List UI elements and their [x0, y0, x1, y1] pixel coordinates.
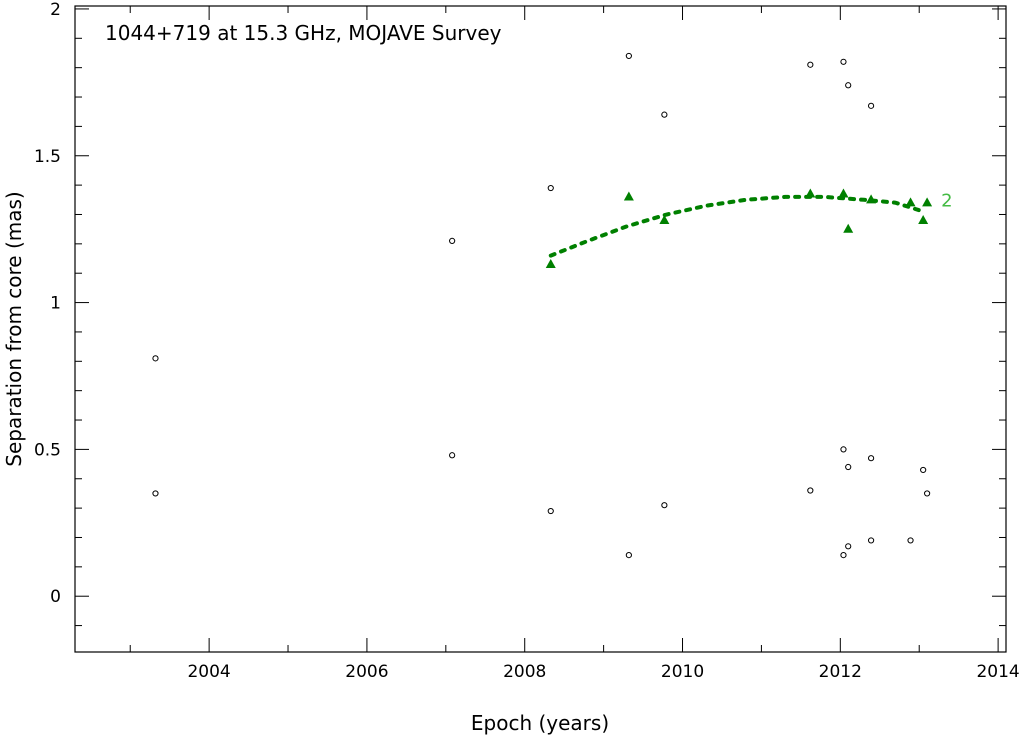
y-tick-label: 1 [50, 294, 61, 314]
component-point [866, 194, 877, 204]
data-point [152, 355, 159, 362]
x-tick-label: 2006 [345, 662, 388, 682]
x-tick-label: 2008 [503, 662, 546, 682]
component-point [838, 188, 849, 198]
data-point [449, 452, 456, 459]
data-point [867, 455, 875, 462]
plot-frame [74, 5, 1007, 653]
x-tick-label: 2010 [661, 662, 704, 682]
data-point [845, 82, 852, 89]
component-point [623, 191, 634, 201]
y-tick-label: 1.5 [34, 147, 61, 167]
y-tick-label: 0 [50, 587, 61, 607]
data-point [625, 52, 632, 60]
data-point [840, 58, 847, 65]
fit-line [548, 194, 926, 258]
y-tick-label: 0.5 [34, 440, 61, 460]
data-point [807, 61, 814, 68]
data-point [920, 466, 927, 474]
data-point [867, 102, 875, 109]
data-point [547, 184, 554, 192]
component-point [922, 197, 933, 207]
component-point [905, 197, 916, 207]
series-label: 2 [941, 191, 952, 212]
x-axis-label: Epoch (years) [471, 711, 609, 735]
data-point [661, 502, 668, 509]
fit-lines [548, 194, 926, 258]
data-point [924, 490, 931, 497]
x-tick-label: 2014 [976, 662, 1019, 682]
axis-ticks [75, 6, 1006, 652]
data-point [661, 111, 668, 118]
component-point [843, 223, 854, 233]
x-tick-label: 2012 [819, 662, 862, 682]
y-tick-label: 2 [50, 0, 61, 20]
y-axis-label: Separation from core (mas) [2, 191, 26, 466]
data-point [807, 487, 814, 494]
tick-labels: 2004 2006 2008 2010 2012 2014 0 0.5 1 1.5 2 [34, 0, 1020, 682]
data-point [845, 543, 852, 550]
data-markers [152, 52, 933, 559]
data-point [845, 463, 852, 471]
data-point [867, 537, 875, 544]
x-tick-label: 2004 [187, 662, 230, 682]
data-point [449, 237, 456, 245]
chart-title: 1044+719 at 15.3 GHz, MOJAVE Survey [105, 21, 502, 45]
component-point [659, 214, 670, 224]
data-point [907, 537, 914, 544]
component-point [805, 188, 816, 198]
data-point [840, 552, 847, 559]
data-point [547, 507, 554, 515]
data-point [152, 490, 159, 497]
component-point [918, 214, 929, 224]
data-point [625, 552, 632, 559]
component-point [545, 259, 556, 268]
data-point [840, 446, 847, 453]
